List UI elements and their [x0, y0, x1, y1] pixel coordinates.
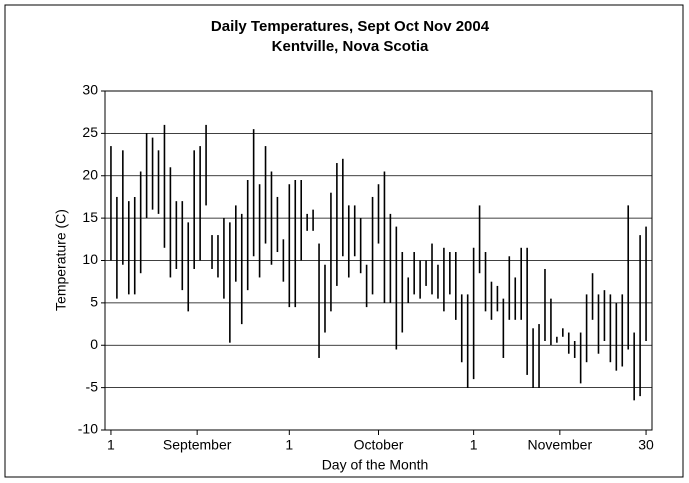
- y-tick-label: 20: [82, 166, 98, 182]
- chart-subtitle: Kentville, Nova Scotia: [272, 38, 429, 55]
- y-tick-label: 5: [90, 294, 98, 310]
- y-axis-label: Temperature (C): [53, 209, 69, 311]
- x-tick-label: 1: [107, 437, 115, 453]
- y-tick-label: -10: [78, 421, 98, 437]
- x-tick-label: 1: [470, 437, 478, 453]
- y-tick-label: 30: [82, 82, 98, 98]
- y-tick-label: 25: [82, 124, 98, 140]
- chart-title: Daily Temperatures, Sept Oct Nov 2004: [211, 18, 490, 35]
- x-tick-label: November: [528, 437, 593, 453]
- x-tick-label: October: [354, 437, 404, 453]
- y-tick-label: 0: [90, 336, 98, 352]
- y-tick-label: 10: [82, 251, 98, 267]
- chart-border: [4, 4, 684, 478]
- y-tick-label: 15: [82, 209, 98, 225]
- y-tick-label: -5: [86, 378, 99, 394]
- x-tick-label: 30: [638, 437, 654, 453]
- x-tick-label: 1: [285, 437, 293, 453]
- x-tick-label: September: [163, 437, 232, 453]
- x-axis-label: Day of the Month: [322, 457, 429, 473]
